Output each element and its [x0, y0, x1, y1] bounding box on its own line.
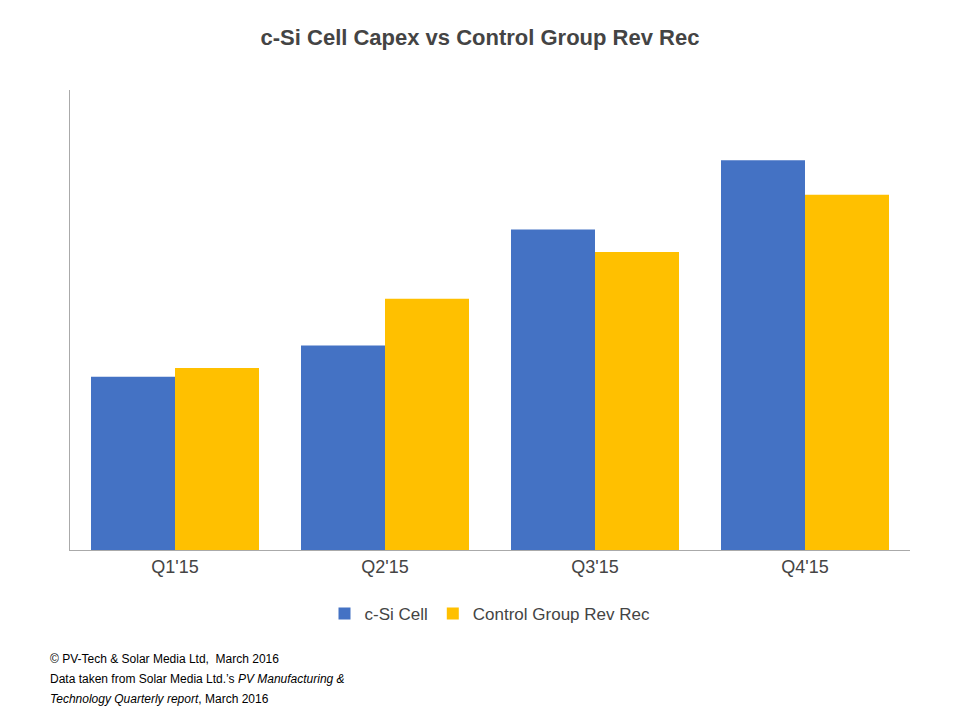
svg-text:c-Si Cell Capex vs Control Gro: c-Si Cell Capex vs Control Group Rev Rec: [261, 25, 700, 50]
svg-text:c-Si Cell: c-Si Cell: [365, 605, 428, 624]
svg-text:Technology Quarterly report, M: Technology Quarterly report, March 2016: [50, 692, 269, 706]
svg-text:© PV-Tech & Solar Media Ltd,: © PV-Tech & Solar Media Ltd, March 2016: [50, 652, 279, 666]
svg-text:Q3'15: Q3'15: [571, 557, 618, 577]
svg-text:Q2'15: Q2'15: [361, 557, 408, 577]
svg-text:Control Group Rev Rec: Control Group Rev Rec: [473, 605, 650, 624]
svg-text:Data taken from Solar Media Lt: Data taken from Solar Media Ltd.’s PV Ma…: [50, 672, 345, 686]
svg-text:Q1'15: Q1'15: [151, 557, 198, 577]
svg-text:Q4'15: Q4'15: [781, 557, 828, 577]
